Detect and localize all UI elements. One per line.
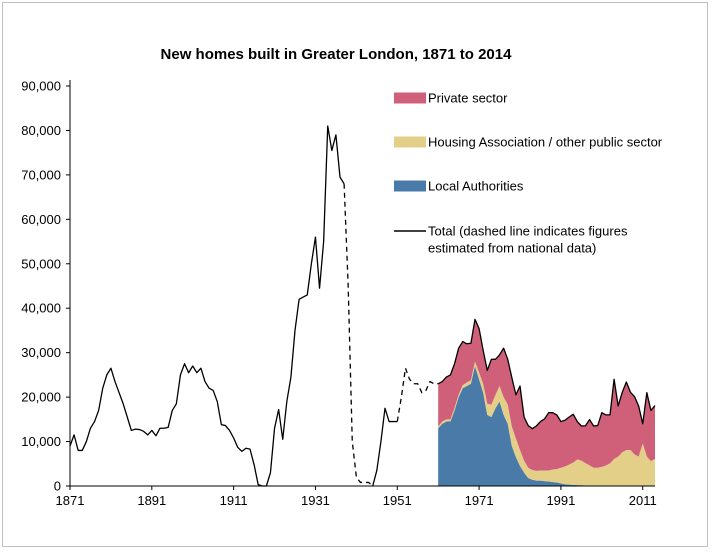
y-tick-label: 30,000 — [21, 345, 61, 360]
legend-swatch-private — [394, 92, 426, 104]
y-tick-label: 10,000 — [21, 434, 61, 449]
total-solid-segment-stacked — [437, 318, 656, 430]
total-solid-segment-2 — [372, 407, 398, 487]
y-axis-ticks: 0 10,000 20,000 30,000 40,000 50,000 60,000 70,… — [21, 79, 70, 494]
legend: Private sector Housing Association / othe… — [394, 91, 663, 256]
legend-label-total-line-1: Total (dashed line indicates figures — [428, 224, 628, 239]
x-axis-ticks: 1871 1891 1911 1931 1951 1971 1991 2011 — [56, 486, 657, 508]
y-tick-label: 0 — [54, 479, 61, 494]
x-tick-label: 1951 — [383, 493, 412, 508]
y-tick-label: 80,000 — [21, 123, 61, 138]
area-housing-association — [438, 361, 655, 486]
area-private — [438, 319, 655, 471]
legend-label-housing-association: Housing Association / other public secto… — [428, 135, 663, 150]
legend-swatch-local-authorities — [394, 180, 426, 192]
axes — [69, 80, 655, 487]
total-dashed-segment-2 — [396, 367, 439, 422]
legend-swatch-housing-association — [394, 136, 426, 148]
y-tick-label: 90,000 — [21, 79, 61, 94]
chart-title: New homes built in Greater London, 1871 … — [161, 46, 513, 63]
y-tick-label: 50,000 — [21, 256, 61, 271]
stacked-areas — [438, 319, 655, 486]
x-tick-label: 1891 — [137, 493, 166, 508]
chart-frame — [2, 2, 708, 547]
x-tick-label: 1971 — [465, 493, 494, 508]
x-tick-label: 1991 — [546, 493, 575, 508]
legend-label-private: Private sector — [428, 91, 508, 106]
legend-label-local-authorities: Local Authorities — [428, 179, 524, 194]
x-tick-label: 1871 — [56, 493, 85, 508]
legend-label-total-line-2: estimated from national data) — [428, 241, 596, 256]
x-tick-label: 1911 — [220, 493, 248, 508]
y-tick-label: 20,000 — [21, 390, 61, 405]
y-tick-label: 60,000 — [21, 212, 61, 227]
area-local-authorities — [438, 366, 655, 486]
total-dashed-segment-1 — [343, 183, 374, 487]
x-tick-label: 1931 — [301, 493, 330, 508]
total-solid-segment-1 — [69, 125, 345, 487]
x-tick-label: 2011 — [629, 493, 657, 508]
y-tick-label: 40,000 — [21, 301, 61, 316]
y-tick-label: 70,000 — [21, 167, 61, 182]
total-line — [69, 125, 656, 487]
